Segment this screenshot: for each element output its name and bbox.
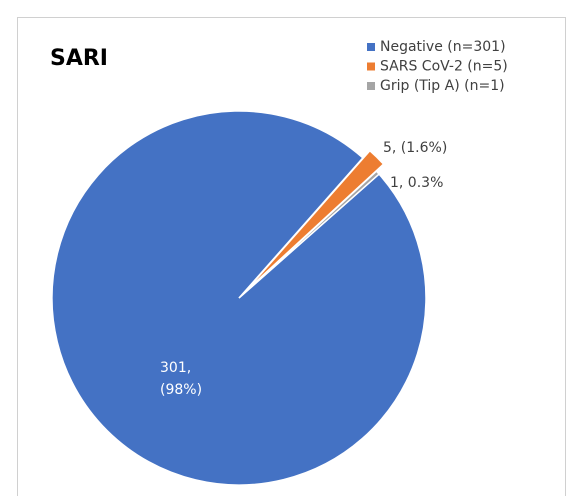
legend-label: Negative (n=301) — [380, 39, 506, 55]
data-label: 5, (1.6%) — [383, 140, 447, 156]
chart-title: SARI — [50, 46, 108, 71]
legend-label: SARS CoV-2 (n=5) — [380, 59, 508, 75]
legend-swatch — [367, 43, 375, 51]
pie-slice — [245, 149, 385, 292]
legend-label: Grip (Tip A) (n=1) — [380, 78, 505, 94]
data-label: 1, 0.3% — [390, 175, 443, 191]
legend-swatch — [367, 62, 375, 71]
legend-swatch — [367, 82, 375, 90]
pie-slice — [238, 170, 381, 299]
data-label: 301, (98%) — [160, 360, 202, 398]
